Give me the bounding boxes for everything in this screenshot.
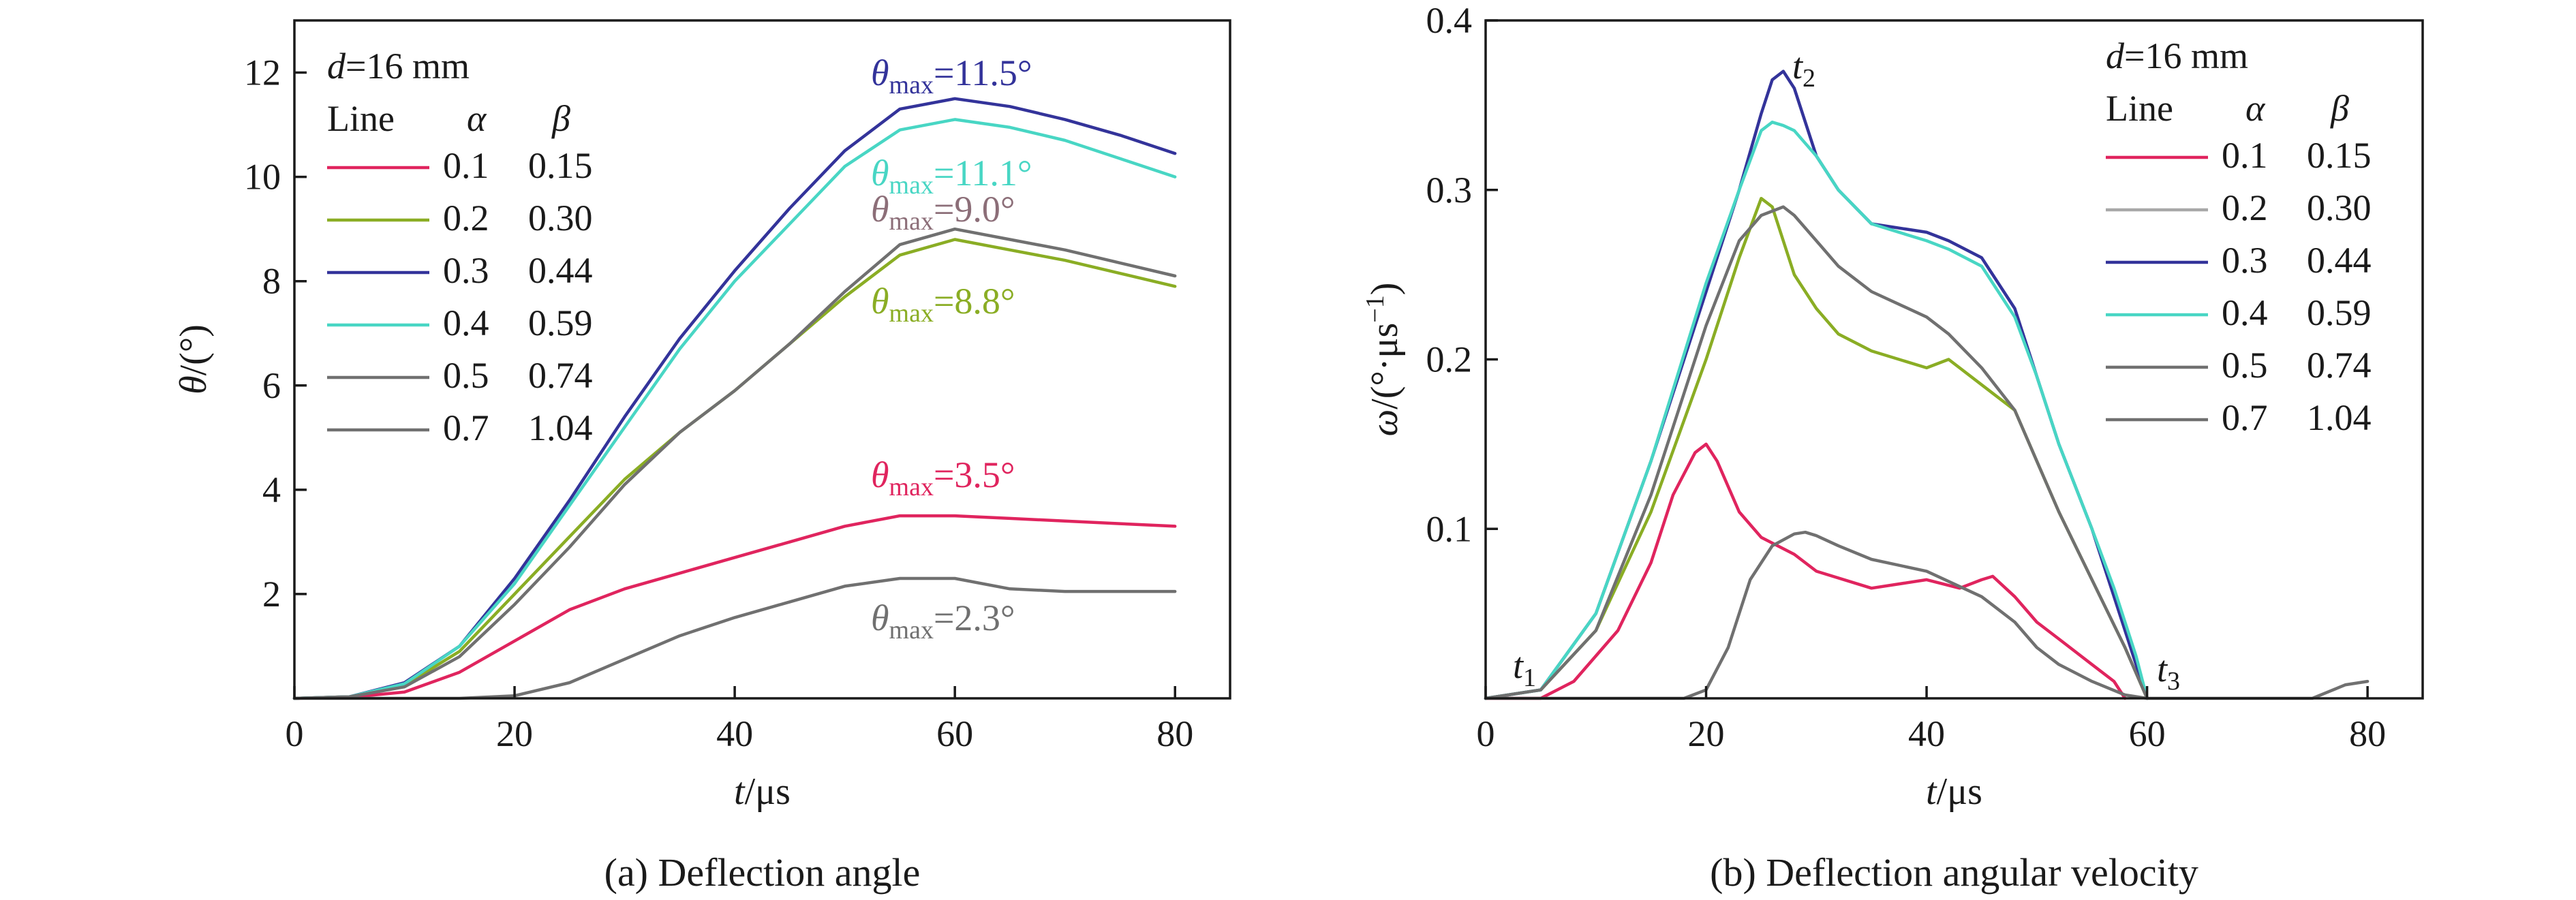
y-tick-label: 12 [244,52,281,93]
panel-b-legend-header-line: Line [2106,88,2173,129]
legend-beta-value: 0.30 [528,198,593,238]
series-line-5 [292,227,1177,700]
legend-beta-value: 1.04 [528,407,593,448]
y-tick-label: 0.2 [1426,339,1473,380]
x-tick-label: 80 [2349,713,2386,754]
x-tick-label: 20 [496,713,533,754]
panel-b-y-axis-title: ω/(°·μs−1) [1361,283,1406,437]
legend-alpha-value: 0.5 [2222,345,2268,386]
panel-b-legend-condition: d=16 mm [2106,35,2248,76]
series-line-1 [292,514,1177,700]
legend-alpha-value: 0.7 [443,407,489,448]
legend-beta-value: 0.15 [528,145,593,186]
series-line-3 [292,97,1177,700]
panel-b-ticks: 0 20 40 60 80 0.1 0.2 0.3 0.4 [1426,0,2387,754]
x-tick-label: 20 [1688,713,1725,754]
legend-beta-value: 0.74 [2307,345,2372,386]
panel-a-caption: (a) Deflection angle [604,850,921,895]
legend-alpha-value: 0.7 [2222,397,2268,438]
annotation-theta-max-9-0: θmax=9.0° [871,189,1015,236]
x-tick-label: 60 [2129,713,2166,754]
y-tick-label: 0.1 [1426,508,1473,549]
legend-alpha-value: 0.5 [443,355,489,396]
panel-b-deflection-angular-velocity: 0 20 40 60 80 0.1 0.2 0.3 0.4 t/μs ω/(°·μs−1) (b… [1361,0,2424,895]
panel-a-series-group [292,97,1177,700]
legend-beta-value: 0.74 [528,355,593,396]
y-tick-label: 8 [262,261,281,302]
panel-a-legend-header-alpha: α [467,98,487,139]
x-tick-label: 60 [936,713,973,754]
series-line-5 [1484,205,2149,700]
series-line-6 [292,576,1177,700]
legend-beta-value: 0.15 [2307,135,2372,176]
panel-a-ticks: 0 20 40 60 80 2 4 6 8 10 12 [244,52,1193,754]
panel-a-legend-rows: 0.1 0.15 0.2 0.30 0.3 0.44 0.4 0.59 0.5 0.74 0.7 1.… [327,145,593,448]
panel-b-legend-rows: 0.1 0.15 0.2 0.30 0.3 0.44 0.4 0.59 0.5 0.74 0.7 1.… [2106,135,2372,438]
panel-a-legend-condition: d=16 mm [327,46,470,87]
x-tick-label: 80 [1156,713,1193,754]
y-tick-label: 0.3 [1426,170,1473,211]
series-line-4 [1484,121,2149,700]
legend-beta-value: 0.44 [528,250,593,291]
panel-a-legend: d=16 mm Line α β 0.1 0.150.2 0.300.3 0.440.… [327,46,593,448]
series-line-2 [292,238,1177,700]
y-tick-label: 4 [262,469,281,510]
series-line-4 [292,118,1177,700]
x-tick-label: 40 [716,713,753,754]
panel-a-deflection-angle: 0 20 40 60 80 2 4 6 8 10 12 t/μs θ/(°) (a) Deflect… [172,19,1231,895]
panel-b-series-group [1484,69,2370,700]
panel-b-legend-header-alpha: α [2245,88,2266,129]
legend-beta-value: 0.30 [2307,187,2372,228]
legend-alpha-value: 0.3 [443,250,489,291]
panel-a-plot-frame [293,19,1231,700]
panel-a-annotations: θmax=11.5° θmax=11.1° θmax=9.0° θmax=8.8… [871,52,1032,645]
x-tick-label: 0 [286,713,304,754]
legend-alpha-value: 0.1 [2222,135,2268,176]
y-tick-label: 0.4 [1426,0,1473,41]
panel-b-legend-header-beta: β [2330,88,2349,129]
y-tick-label: 10 [244,157,281,198]
legend-alpha-value: 0.4 [443,302,489,343]
panel-a-x-axis-title: t/μs [734,771,791,813]
panel-b-caption: (b) Deflection angular velocity [1710,850,2198,895]
panel-a-y-axis-title: θ/(°) [172,324,215,394]
annotation-t1: t1 [1513,645,1536,692]
legend-beta-value: 0.59 [2307,292,2372,333]
series-line-6 [1484,530,2370,700]
annotation-theta-max-11-5: θmax=11.5° [871,52,1032,99]
legend-alpha-value: 0.2 [2222,187,2268,228]
series-line-1 [1484,442,2127,700]
annotation-t3: t3 [2157,649,2180,696]
panel-b-plot-frame [1484,19,2424,700]
annotation-theta-max-2-3: θmax=2.3° [871,598,1015,645]
annotation-t2: t2 [1792,46,1815,93]
panel-b-x-axis-title: t/μs [1926,771,1982,813]
legend-alpha-value: 0.2 [443,198,489,238]
legend-alpha-value: 0.1 [443,145,489,186]
series-line-2 [1484,196,2149,700]
panel-a-legend-header-beta: β [551,98,570,139]
series-line-3 [1484,69,2149,700]
annotation-theta-max-11-1: θmax=11.1° [871,153,1032,200]
y-tick-label: 6 [262,365,281,406]
legend-alpha-value: 0.3 [2222,240,2268,281]
legend-beta-value: 0.44 [2307,240,2372,281]
annotation-theta-max-3-5: θmax=3.5° [871,454,1015,501]
x-tick-label: 0 [1477,713,1495,754]
panel-b-annotations: t2 t1 t3 [1513,46,2180,696]
x-tick-label: 40 [1908,713,1945,754]
legend-beta-value: 0.59 [528,302,593,343]
legend-alpha-value: 0.4 [2222,292,2268,333]
legend-beta-value: 1.04 [2307,397,2372,438]
panel-b-legend: d=16 mm Line α β 0.1 0.150.2 0.300.3 0.440.… [2106,35,2372,438]
y-tick-label: 2 [262,574,281,615]
panel-a-legend-header-line: Line [327,98,395,139]
annotation-theta-max-8-8: θmax=8.8° [871,281,1015,328]
